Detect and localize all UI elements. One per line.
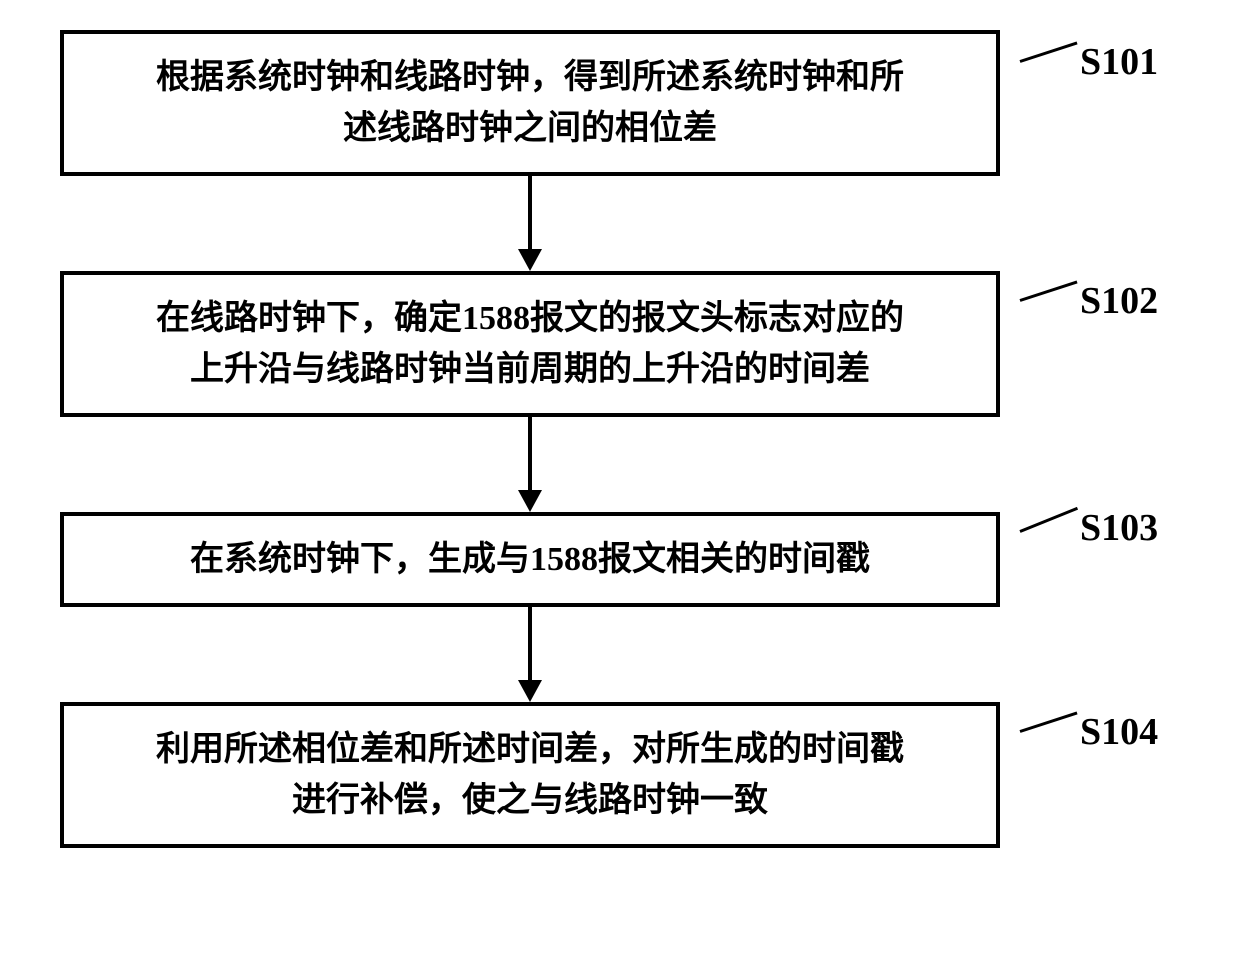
step-text-line2: 述线路时钟之间的相位差 (88, 103, 972, 154)
step-text-line2: 进行补偿，使之与线路时钟一致 (88, 775, 972, 826)
label-connector-S103 (1019, 507, 1078, 533)
step-label-S104: S104 (1080, 710, 1158, 754)
step-box-S102: 在线路时钟下，确定1588报文的报文头标志对应的上升沿与线路时钟当前周期的上升沿… (60, 271, 1000, 417)
connector-S101-to-S102 (60, 176, 1000, 271)
step-row-S104: 利用所述相位差和所述时间差，对所生成的时间戳进行补偿，使之与线路时钟一致 S104 (60, 702, 1180, 848)
step-box-S103: 在系统时钟下，生成与1588报文相关的时间戳 (60, 512, 1000, 607)
step-text-line2: 上升沿与线路时钟当前周期的上升沿的时间差 (88, 344, 972, 395)
step-row-S102: 在线路时钟下，确定1588报文的报文头标志对应的上升沿与线路时钟当前周期的上升沿… (60, 271, 1180, 417)
label-connector-S102 (1020, 281, 1078, 302)
arrowhead-icon (518, 249, 542, 271)
arrowhead-icon (518, 490, 542, 512)
connector-line (528, 176, 532, 249)
step-label-S102: S102 (1080, 279, 1158, 323)
step-text-line1: 在线路时钟下，确定1588报文的报文头标志对应的 (88, 293, 972, 344)
step-text-line1: 在系统时钟下，生成与1588报文相关的时间戳 (88, 534, 972, 585)
step-box-S101: 根据系统时钟和线路时钟，得到所述系统时钟和所述线路时钟之间的相位差 (60, 30, 1000, 176)
connector-S102-to-S103 (60, 417, 1000, 512)
label-connector-S101 (1020, 42, 1078, 63)
step-row-S103: 在系统时钟下，生成与1588报文相关的时间戳S103 (60, 512, 1180, 607)
step-label-S101: S101 (1080, 40, 1158, 84)
arrowhead-icon (518, 680, 542, 702)
connector-line (528, 607, 532, 680)
connector-line (528, 417, 532, 490)
label-connector-S104 (1020, 712, 1078, 733)
step-text-line1: 利用所述相位差和所述时间差，对所生成的时间戳 (88, 724, 972, 775)
step-box-S104: 利用所述相位差和所述时间差，对所生成的时间戳进行补偿，使之与线路时钟一致 (60, 702, 1000, 848)
flowchart-container: 根据系统时钟和线路时钟，得到所述系统时钟和所述线路时钟之间的相位差 S101 在线路… (60, 30, 1180, 848)
connector-S103-to-S104 (60, 607, 1000, 702)
step-text-line1: 根据系统时钟和线路时钟，得到所述系统时钟和所 (88, 52, 972, 103)
step-row-S101: 根据系统时钟和线路时钟，得到所述系统时钟和所述线路时钟之间的相位差 S101 (60, 30, 1180, 176)
step-label-S103: S103 (1080, 506, 1158, 550)
